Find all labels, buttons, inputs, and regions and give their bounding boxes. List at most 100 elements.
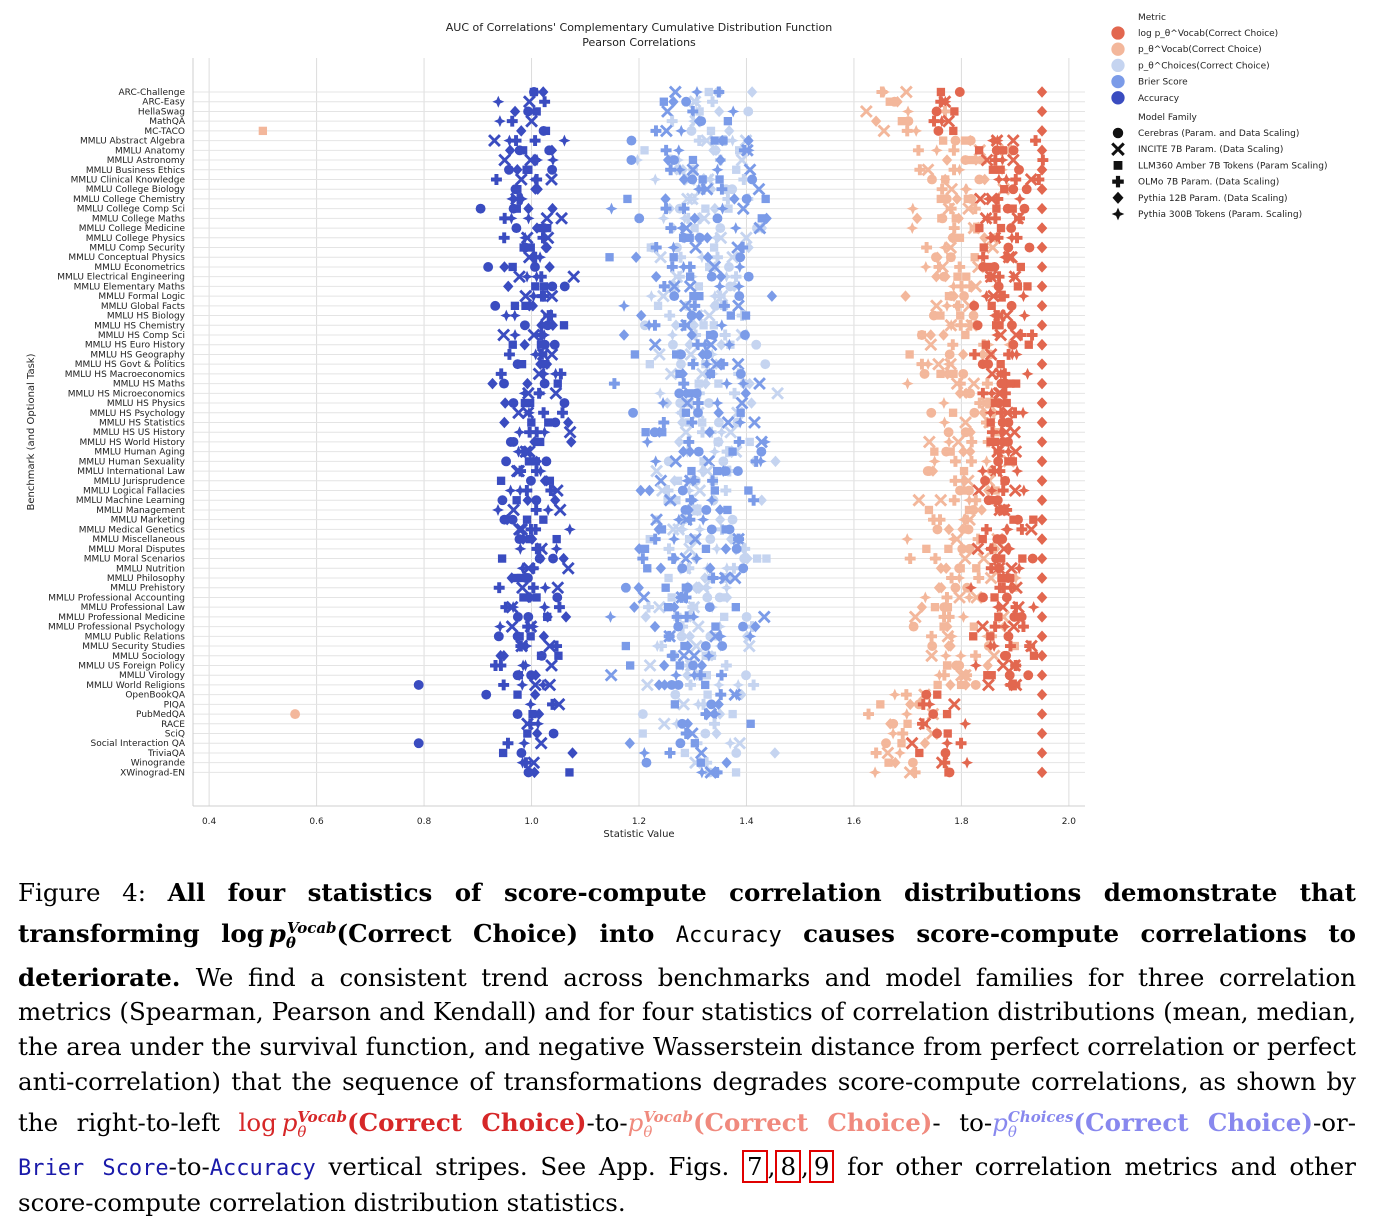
data-point bbox=[669, 253, 678, 262]
data-point bbox=[643, 601, 654, 613]
data-point bbox=[771, 386, 785, 400]
data-point bbox=[684, 339, 695, 351]
data-point bbox=[981, 523, 992, 535]
data-point bbox=[1019, 203, 1030, 214]
data-point bbox=[944, 241, 958, 254]
data-point bbox=[501, 456, 512, 467]
data-point bbox=[928, 455, 941, 468]
data-point bbox=[523, 106, 534, 117]
data-point bbox=[652, 347, 666, 361]
data-point bbox=[870, 747, 882, 759]
legend-family-marker bbox=[1111, 207, 1125, 221]
data-point bbox=[700, 641, 711, 651]
data-point bbox=[696, 367, 709, 381]
data-point bbox=[976, 504, 987, 516]
data-point bbox=[700, 358, 713, 371]
data-point bbox=[539, 581, 552, 594]
data-point bbox=[488, 134, 501, 148]
data-point bbox=[699, 321, 708, 330]
data-point bbox=[702, 671, 711, 680]
data-point bbox=[948, 290, 960, 302]
data-point bbox=[688, 155, 698, 165]
data-point bbox=[972, 484, 986, 497]
data-point bbox=[947, 533, 960, 546]
data-point bbox=[720, 562, 733, 575]
data-point bbox=[681, 408, 691, 417]
data-point bbox=[953, 572, 966, 584]
y-tick-label: MMLU Global Facts bbox=[101, 302, 185, 312]
data-point bbox=[511, 223, 522, 234]
y-tick-label: MMLU HS Govt & Politics bbox=[75, 360, 186, 370]
data-point bbox=[545, 173, 558, 186]
data-point bbox=[963, 494, 976, 507]
data-point bbox=[687, 174, 698, 185]
data-point bbox=[727, 184, 738, 195]
data-point bbox=[903, 719, 912, 728]
data-point bbox=[526, 632, 535, 641]
data-point bbox=[994, 612, 1003, 622]
y-tick-label: MMLU Sociology bbox=[112, 652, 185, 662]
data-point bbox=[626, 155, 637, 165]
data-point bbox=[506, 192, 519, 205]
legend-family-label: INCITE 7B Param. (Data Scaling) bbox=[1138, 145, 1283, 155]
data-point bbox=[701, 544, 711, 553]
data-point bbox=[948, 222, 960, 234]
data-point bbox=[969, 279, 983, 293]
data-point bbox=[522, 515, 532, 524]
data-point bbox=[950, 532, 964, 546]
data-point bbox=[985, 484, 998, 497]
data-point bbox=[513, 185, 522, 194]
data-point bbox=[483, 262, 494, 272]
data-point bbox=[986, 632, 995, 641]
data-point bbox=[957, 348, 969, 361]
data-point bbox=[941, 629, 955, 643]
data-point bbox=[683, 542, 696, 556]
data-point bbox=[671, 611, 683, 623]
data-point bbox=[1001, 592, 1012, 603]
figure-ref-9[interactable]: 9 bbox=[808, 1149, 835, 1183]
y-tick-label: MMLU US Foreign Policy bbox=[78, 661, 185, 671]
data-point bbox=[537, 232, 549, 244]
data-point bbox=[657, 717, 671, 731]
data-point bbox=[519, 289, 533, 303]
data-point bbox=[1021, 184, 1032, 195]
data-point bbox=[522, 494, 533, 506]
data-point bbox=[901, 377, 914, 390]
data-point bbox=[715, 223, 726, 234]
data-point bbox=[936, 369, 945, 379]
data-point bbox=[1008, 425, 1022, 439]
data-point bbox=[942, 358, 955, 371]
data-point bbox=[550, 417, 561, 428]
data-point bbox=[973, 192, 987, 206]
data-point bbox=[1007, 270, 1020, 283]
data-point bbox=[641, 428, 650, 437]
data-point bbox=[508, 203, 519, 214]
data-point bbox=[547, 319, 559, 331]
data-point bbox=[1036, 397, 1048, 409]
data-point bbox=[712, 213, 723, 224]
data-point bbox=[978, 155, 987, 165]
data-point bbox=[497, 554, 507, 563]
data-point bbox=[658, 417, 670, 428]
data-point bbox=[508, 262, 517, 272]
data-point bbox=[629, 601, 640, 613]
data-point bbox=[494, 620, 507, 633]
data-point bbox=[988, 640, 1001, 653]
data-point bbox=[980, 417, 992, 428]
figure-ref-7[interactable]: 7 bbox=[742, 1149, 768, 1183]
data-point bbox=[658, 659, 670, 672]
data-point bbox=[687, 466, 696, 476]
data-point bbox=[991, 321, 1001, 330]
legend-metric-label: Accuracy bbox=[1138, 94, 1180, 104]
data-point bbox=[757, 610, 771, 624]
data-point bbox=[514, 173, 528, 186]
data-point bbox=[1026, 329, 1038, 341]
data-point bbox=[702, 232, 713, 244]
figure-ref-8[interactable]: 8 bbox=[775, 1149, 802, 1183]
data-point bbox=[525, 114, 539, 128]
data-point bbox=[941, 591, 953, 603]
data-point bbox=[527, 328, 541, 342]
data-point bbox=[741, 611, 752, 622]
data-point bbox=[522, 621, 534, 633]
data-point bbox=[683, 484, 696, 497]
